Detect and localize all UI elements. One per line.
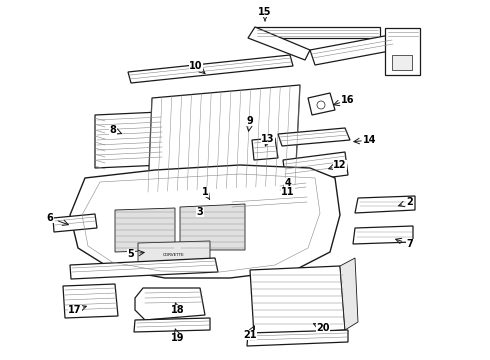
Text: 21: 21 (243, 330, 257, 340)
Polygon shape (53, 214, 97, 232)
Polygon shape (355, 196, 415, 213)
Polygon shape (148, 85, 300, 192)
Text: 18: 18 (171, 305, 185, 315)
Polygon shape (385, 28, 420, 75)
Polygon shape (70, 258, 218, 279)
Text: 15: 15 (258, 7, 272, 17)
Polygon shape (310, 35, 395, 65)
Polygon shape (278, 128, 350, 146)
Text: 11: 11 (281, 187, 295, 197)
Text: 10: 10 (189, 61, 203, 71)
Polygon shape (63, 284, 118, 318)
Polygon shape (128, 55, 293, 83)
Polygon shape (340, 258, 358, 330)
Polygon shape (70, 165, 340, 278)
Text: 6: 6 (47, 213, 53, 223)
Polygon shape (135, 288, 205, 320)
Polygon shape (115, 208, 175, 252)
Text: 16: 16 (341, 95, 355, 105)
Polygon shape (250, 266, 345, 335)
Polygon shape (278, 180, 308, 198)
Text: 3: 3 (196, 207, 203, 217)
Circle shape (317, 101, 325, 109)
Polygon shape (95, 112, 163, 168)
Text: 13: 13 (261, 134, 275, 144)
Polygon shape (252, 138, 278, 160)
Polygon shape (308, 93, 335, 115)
Polygon shape (138, 241, 210, 267)
Polygon shape (134, 318, 210, 332)
Text: 5: 5 (127, 249, 134, 259)
Polygon shape (392, 55, 412, 70)
Polygon shape (247, 330, 348, 346)
Text: 7: 7 (407, 239, 414, 249)
Text: 12: 12 (333, 160, 347, 170)
Text: 19: 19 (171, 333, 185, 343)
Text: CORVETTE: CORVETTE (163, 253, 185, 257)
Polygon shape (255, 27, 380, 38)
Polygon shape (230, 193, 308, 213)
Text: 14: 14 (363, 135, 377, 145)
Text: 8: 8 (110, 125, 117, 135)
Polygon shape (283, 152, 348, 183)
Text: 9: 9 (246, 116, 253, 126)
Polygon shape (248, 27, 310, 60)
Text: 2: 2 (407, 197, 414, 207)
Text: 1: 1 (201, 187, 208, 197)
Polygon shape (353, 226, 413, 244)
Text: 17: 17 (68, 305, 82, 315)
Text: 4: 4 (285, 178, 292, 188)
Text: 20: 20 (316, 323, 330, 333)
Polygon shape (180, 204, 245, 250)
